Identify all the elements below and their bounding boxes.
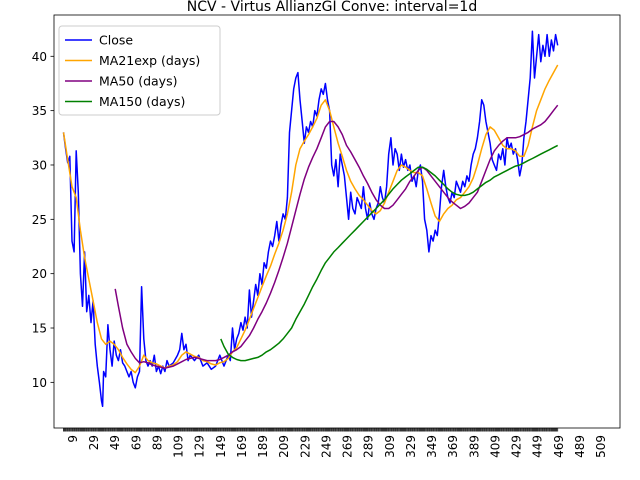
y-tick-label: 20 <box>32 267 47 281</box>
x-minor-ticks <box>64 428 558 432</box>
series-line-3 <box>221 145 558 360</box>
x-tick-label: 9 <box>66 435 80 443</box>
x-tick-label: 429 <box>510 435 524 458</box>
y-tick-label: 35 <box>32 104 47 118</box>
x-tick-label: 289 <box>362 435 376 458</box>
x-tick-label: 489 <box>573 435 587 458</box>
x-tick-label: 129 <box>193 435 207 458</box>
x-tick-label: 449 <box>531 435 545 458</box>
x-tick-label: 409 <box>488 435 502 458</box>
x-tick-label: 509 <box>594 435 608 458</box>
y-tick-label: 25 <box>32 213 47 227</box>
x-tick-label: 269 <box>341 435 355 458</box>
x-tick-label: 249 <box>319 435 333 458</box>
chart-title: NCV - Virtus AllianzGI Conve: interval=1… <box>187 0 477 15</box>
x-tick-label: 49 <box>108 435 122 450</box>
x-tick-label: 229 <box>298 435 312 458</box>
x-tick-label: 149 <box>214 435 228 458</box>
series-line-2 <box>115 105 558 368</box>
x-tick-label: 209 <box>277 435 291 458</box>
x-tick-label: 189 <box>256 435 270 458</box>
legend-label: MA150 (days) <box>99 94 185 109</box>
legend-label: MA50 (days) <box>99 74 177 89</box>
x-tick-label: 329 <box>404 435 418 458</box>
x-tick-label: 369 <box>446 435 460 458</box>
y-tick-label: 10 <box>32 376 47 390</box>
x-tick-label: 309 <box>383 435 397 458</box>
legend-label: Close <box>99 33 133 48</box>
x-tick-label: 69 <box>129 435 143 450</box>
x-tick-label: 469 <box>552 435 566 458</box>
y-tick-label: 15 <box>32 322 47 336</box>
legend-label: MA21exp (days) <box>99 53 200 68</box>
x-tick-label: 89 <box>150 435 164 450</box>
x-tick-label: 109 <box>172 435 186 458</box>
y-tick-label: 30 <box>32 158 47 172</box>
legend: Close MA21exp (days) MA50 (days) MA150 (day… <box>59 26 220 115</box>
x-tick-label: 389 <box>467 435 481 458</box>
x-tick-label: 29 <box>87 435 101 450</box>
x-tick-label: 349 <box>425 435 439 458</box>
x-tick-label: 169 <box>235 435 249 458</box>
y-tick-label: 40 <box>32 50 47 64</box>
